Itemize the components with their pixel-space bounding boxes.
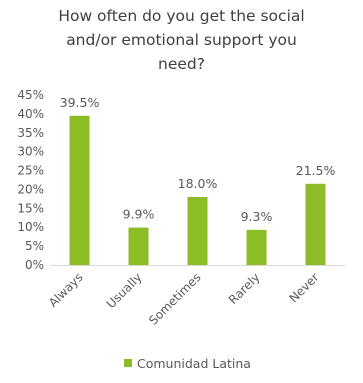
chart-title-line-1: How often do you get the social xyxy=(58,7,305,25)
data-label-always: 39.5% xyxy=(60,95,100,110)
y-tick-label: 10% xyxy=(17,220,44,234)
bar-sometimes xyxy=(187,197,208,265)
bars-group xyxy=(69,115,326,266)
y-tick-label: 35% xyxy=(17,126,44,140)
y-tick-label: 15% xyxy=(17,201,44,215)
y-axis-tick-labels: 0% 5% 10% 15% 20% 25% 30% 35% 40% 45% xyxy=(17,88,44,272)
data-label-usually: 9.9% xyxy=(123,207,155,222)
chart-title-line-3: need? xyxy=(158,55,205,73)
y-tick-label: 45% xyxy=(17,88,44,102)
legend-label: Comunidad Latina xyxy=(137,356,251,371)
bar-always xyxy=(69,115,90,266)
y-tick-label: 25% xyxy=(17,164,44,178)
bar-rarely xyxy=(246,229,267,265)
legend-swatch xyxy=(124,359,132,367)
bar-never xyxy=(305,183,326,265)
data-label-never: 21.5% xyxy=(296,163,336,178)
y-tick-label: 0% xyxy=(25,258,44,272)
y-tick-label: 30% xyxy=(17,145,44,159)
data-label-sometimes: 18.0% xyxy=(178,176,218,191)
legend: Comunidad Latina xyxy=(124,356,251,371)
x-tick-label-usually: Usually xyxy=(104,270,145,311)
chart-title-line-2: and/or emotional support you xyxy=(66,31,297,49)
x-tick-label-always: Always xyxy=(46,270,86,310)
y-tick-label: 20% xyxy=(17,182,44,196)
y-tick-label: 5% xyxy=(25,239,44,253)
x-tick-label-rarely: Rarely xyxy=(226,270,263,307)
bar-usually xyxy=(128,227,149,265)
data-label-rarely: 9.3% xyxy=(241,209,273,224)
x-tick-label-never: Never xyxy=(286,270,321,305)
data-labels-group: 39.5% 9.9% 18.0% 9.3% 21.5% xyxy=(60,95,336,224)
y-tick-label: 40% xyxy=(17,107,44,121)
x-tick-label-sometimes: Sometimes xyxy=(146,270,204,328)
x-axis-tick-labels: Always Usually Sometimes Rarely Never xyxy=(46,270,322,328)
